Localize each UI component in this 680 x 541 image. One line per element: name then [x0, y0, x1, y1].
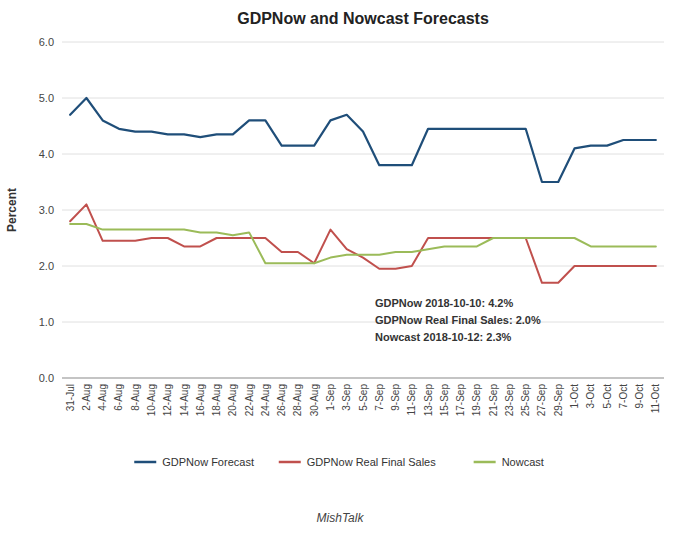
x-tick-label: 18-Aug: [211, 384, 222, 416]
x-tick-label: 5-Sep: [358, 384, 369, 411]
grid-line: [62, 378, 664, 379]
y-tick-label: 3.0: [39, 204, 54, 216]
x-tick-label: 16-Aug: [195, 384, 206, 416]
x-tick-label: 12-Aug: [162, 384, 173, 416]
x-tick-label: 4-Aug: [97, 384, 108, 411]
x-tick-label: 11-Sep: [406, 384, 417, 416]
x-tick-label: 10-Aug: [146, 384, 157, 416]
grid: [62, 42, 664, 378]
x-tick-label: 5-Oct: [602, 384, 613, 409]
legend-swatch: [134, 461, 156, 464]
annotation: Nowcast 2018-10-12: 2.3%: [375, 331, 512, 343]
footer: MishTalk: [317, 511, 365, 525]
x-axis: [62, 378, 664, 379]
annotation: GDPNow 2018-10-10: 4.2%: [375, 297, 513, 309]
x-tick-label: 29-Sep: [553, 384, 564, 417]
grid-line: [62, 42, 664, 43]
x-tick-label: 25-Sep: [520, 384, 531, 417]
x-tick-label: 3-Oct: [585, 384, 596, 409]
x-tick-label: 7-Oct: [618, 384, 629, 409]
legend-label: GDPNow Forecast: [162, 456, 254, 468]
y-tick-label: 6.0: [39, 36, 54, 48]
grid-line: [62, 322, 664, 323]
x-tick-label: 21-Sep: [488, 384, 499, 417]
x-tick-label: 9-Sep: [390, 384, 401, 411]
x-tick-label: 9-Oct: [634, 384, 645, 409]
x-tick-label: 27-Sep: [536, 384, 547, 417]
x-tick-label: 23-Sep: [504, 384, 515, 417]
grid-line: [62, 154, 664, 155]
y-tick-label: 2.0: [39, 260, 54, 272]
x-tick-label: 28-Aug: [292, 384, 303, 416]
x-tick-label: 1-Sep: [325, 384, 336, 411]
y-axis-label: Percent: [5, 188, 19, 232]
chart: GDPNow and Nowcast Forecasts Percent 0.0 1.…: [0, 0, 680, 541]
x-tick-label: 1-Oct: [569, 384, 580, 409]
grid-line: [62, 210, 664, 211]
title: GDPNow and Nowcast Forecasts: [237, 10, 489, 27]
x-tick-label: 3-Sep: [341, 384, 352, 411]
legend-swatch: [279, 461, 301, 464]
x-tick-label: 22-Aug: [244, 384, 255, 416]
legend: GDPNow Forecast GDPNow Real Final Sales No…: [134, 456, 544, 468]
x-tick-label: 13-Sep: [423, 384, 434, 417]
x-tick-label: 20-Aug: [227, 384, 238, 416]
y-tick-label: 4.0: [39, 148, 54, 160]
legend-label: GDPNow Real Final Sales: [307, 456, 436, 468]
y-tick-label: 5.0: [39, 92, 54, 104]
x-tick-label: 15-Sep: [439, 384, 450, 417]
legend-swatch: [474, 461, 496, 464]
x-tick-label: 6-Aug: [113, 384, 124, 411]
x-tick-label: 19-Sep: [471, 384, 482, 417]
x-tick-label: 31-Jul: [65, 384, 76, 411]
x-tick-label: 30-Aug: [309, 384, 320, 416]
annotation: GDPNow Real Final Sales: 2.0%: [375, 314, 541, 326]
x-tick-label: 26-Aug: [276, 384, 287, 416]
series-line: [70, 204, 656, 282]
lines: [70, 98, 656, 283]
x-tick-label: 11-Oct: [650, 384, 661, 413]
x-tick-label: 8-Aug: [130, 384, 141, 411]
grid-line: [62, 98, 664, 99]
x-tick-label: 7-Sep: [374, 384, 385, 411]
series-line: [70, 98, 656, 182]
x-tick-label: 2-Aug: [81, 384, 92, 411]
series-line: [70, 224, 656, 263]
x-tick-label: 17-Sep: [455, 384, 466, 417]
y-tick-label: 1.0: [39, 316, 54, 328]
x-tick-label: 24-Aug: [260, 384, 271, 416]
legend-label: Nowcast: [502, 456, 544, 468]
x-tick-label: 14-Aug: [179, 384, 190, 416]
y-tick-label: 0.0: [39, 372, 54, 384]
